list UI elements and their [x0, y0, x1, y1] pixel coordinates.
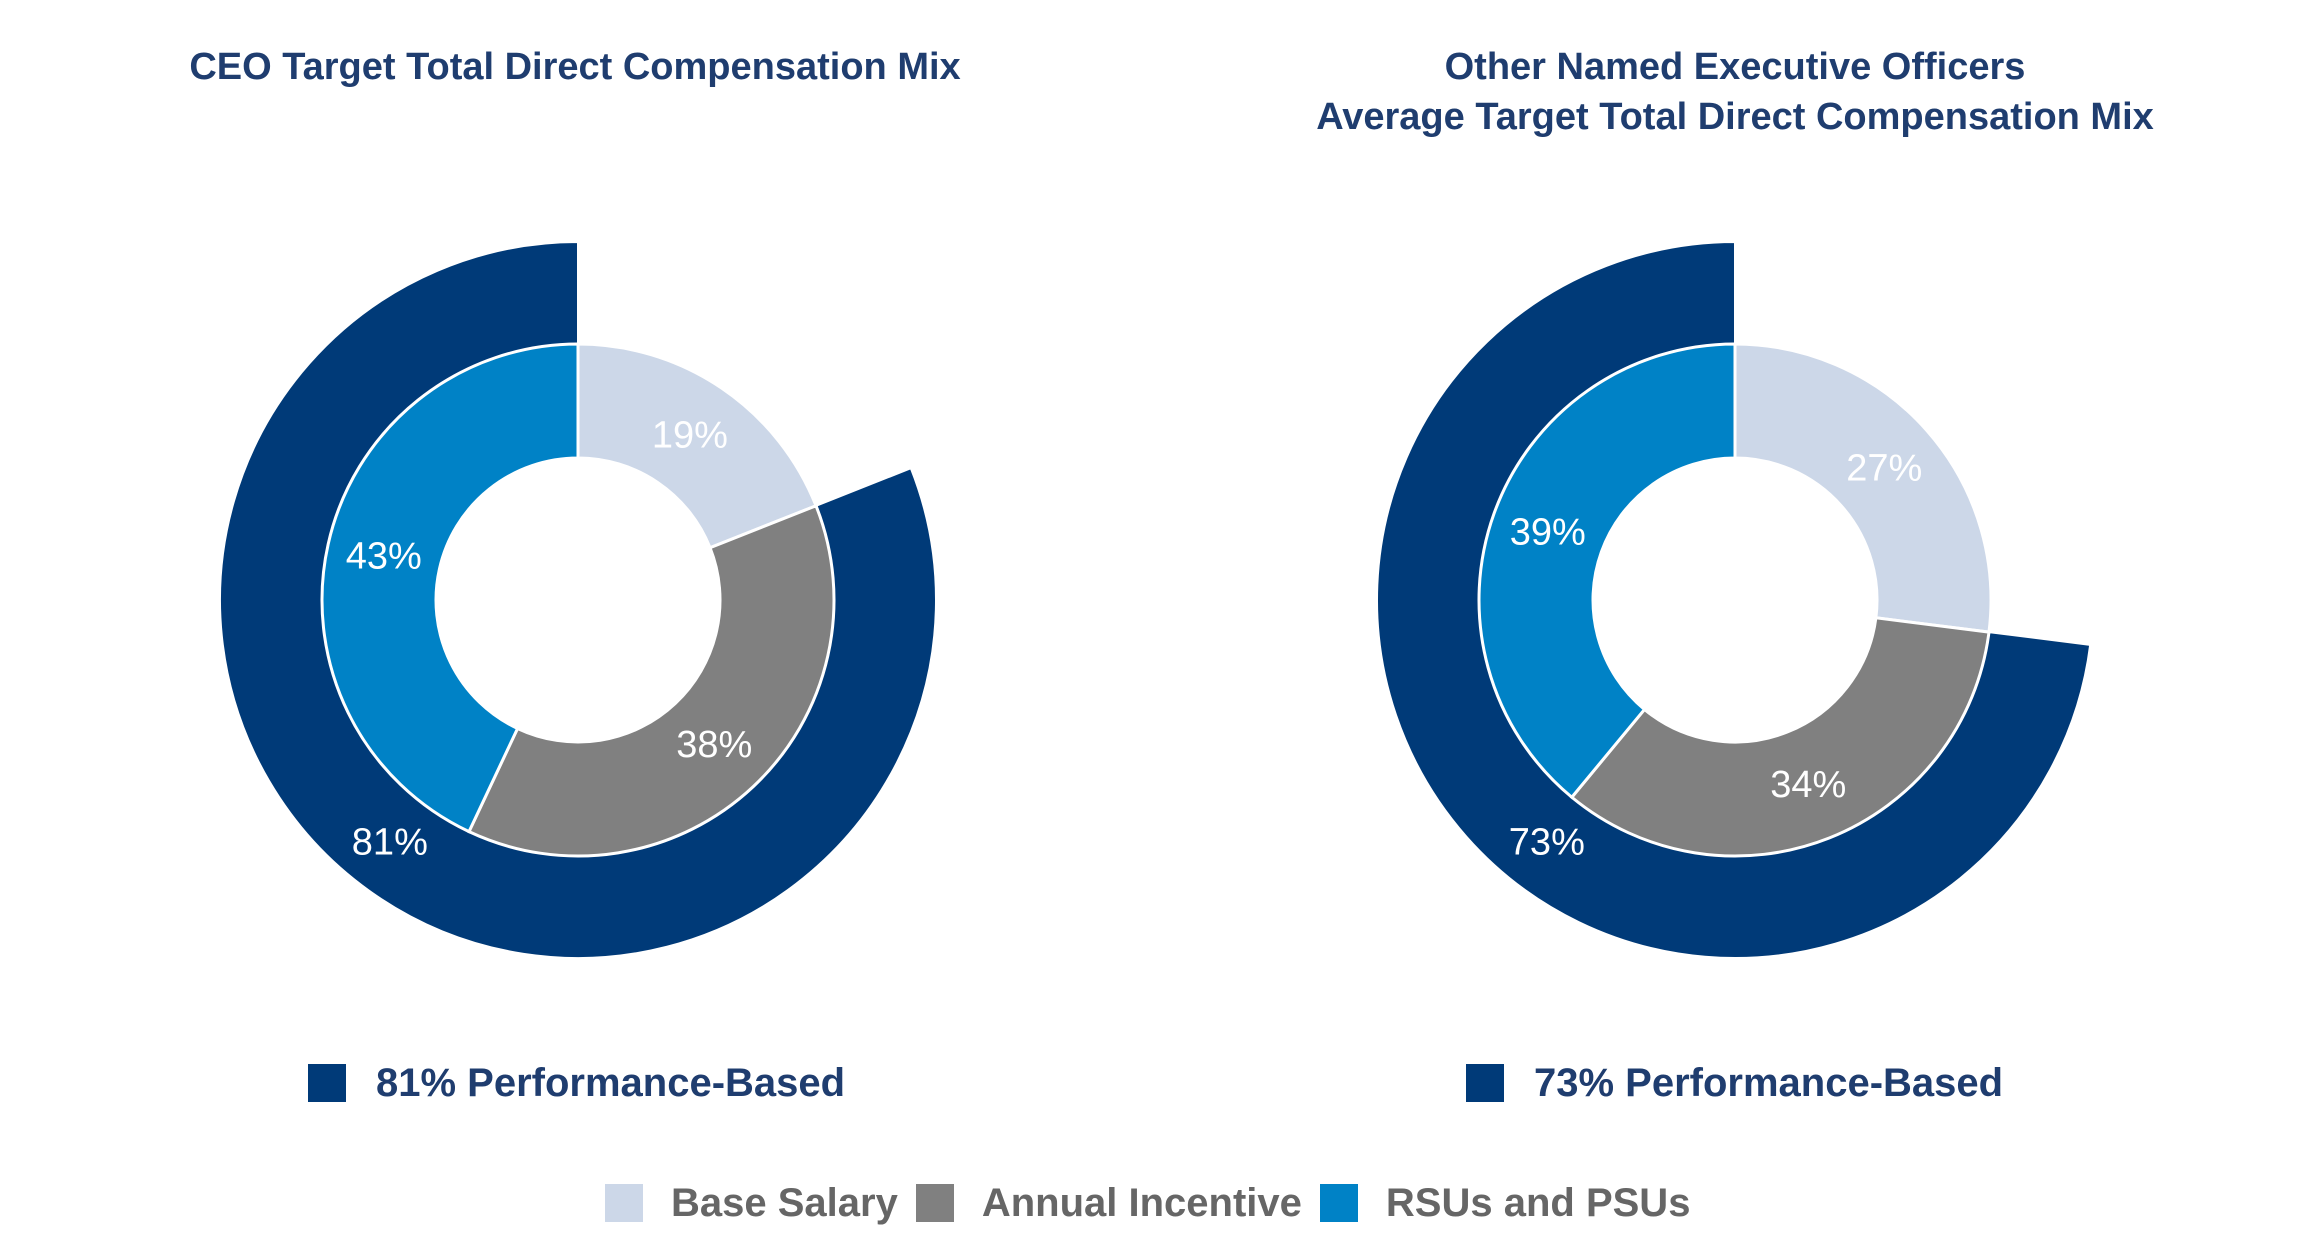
rsus-psus-swatch [1319, 1184, 1358, 1222]
legend-entry-base-salary: Base Salary [605, 1181, 898, 1226]
ceo-slice-annual-incentive [467, 503, 836, 858]
neo-performance-legend: 73% Performance-Based [1466, 1055, 2003, 1111]
legend-label-rsus-psus: RSUs and PSUs [1385, 1180, 1691, 1225]
performance-swatch [308, 1064, 346, 1102]
ceo-chart-title: CEO Target Total Direct Compensation Mix [189, 46, 961, 88]
neo-chart-title-line-2: Average Target Total Direct Compensation… [1316, 96, 2154, 138]
ceo-label-base-salary: 19% [652, 414, 728, 456]
neo-label-performance-based: 73% [1509, 822, 1585, 864]
ceo-label-rsus-psus: 43% [346, 536, 422, 578]
legend-label-annual-incentive: Annual Incentive [981, 1180, 1302, 1225]
legend-entry-annual-incentive: Annual Incentive [915, 1180, 1302, 1226]
neo-performance-legend-text: 73% Performance-Based [1534, 1060, 2004, 1105]
legend-entry-rsus-psus: RSUs and PSUs [1319, 1180, 1691, 1226]
component-legend: Base Salary Annual Incentive RSUs and PS… [605, 1175, 1708, 1231]
ceo-label-performance-based: 81% [352, 822, 428, 864]
base-salary-swatch [605, 1184, 643, 1222]
neo-chart-title-line-1: Other Named Executive Officers [1444, 46, 2026, 88]
ceo-slice-rsus-psus [320, 342, 580, 834]
ceo-performance-legend-text: 81% Performance-Based [376, 1060, 846, 1105]
neo-slice-base-salary [1733, 342, 1993, 634]
neo-label-annual-incentive: 34% [1770, 764, 1846, 806]
neo-label-base-salary: 27% [1846, 447, 1922, 489]
ceo-slice-base-salary [576, 342, 818, 550]
annual-incentive-swatch [915, 1184, 954, 1222]
neo-label-rsus-psus: 39% [1510, 512, 1586, 554]
ceo-performance-legend: 81% Performance-Based [308, 1055, 845, 1111]
ceo-label-annual-incentive: 38% [676, 724, 752, 766]
neo-slice-annual-incentive [1569, 616, 1991, 858]
performance-swatch [1466, 1064, 1504, 1102]
legend-label-base-salary: Base Salary [671, 1180, 898, 1225]
neo-slice-rsus-psus [1477, 342, 1737, 800]
